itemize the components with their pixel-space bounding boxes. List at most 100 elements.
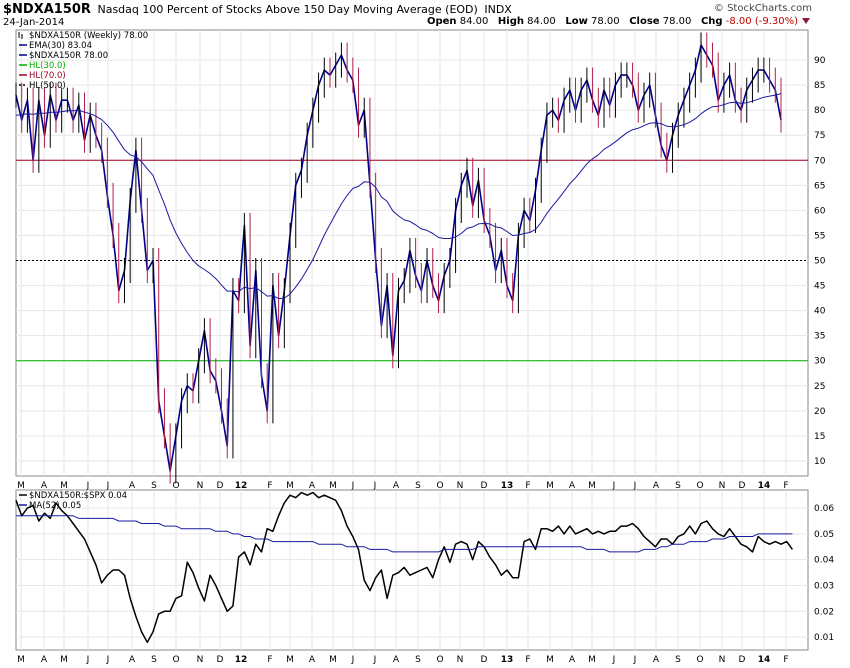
ratio-x-tick-label: A [393,655,400,665]
ratio-series-average [16,515,793,553]
main-legend-entry: HL(50.0) [29,81,66,91]
ratio-y-tick-label: 0.02 [814,607,834,617]
main-x-tick-label: O [172,481,179,491]
ratio-x-tick-label: N [197,655,204,665]
ratio-x-tick-label: 14 [758,655,771,665]
main-y-tick-label: 75 [814,131,825,141]
main-x-tick-label: F [525,481,530,491]
ratio-x-tick-label: J [106,655,110,665]
main-y-tick-label: 40 [814,307,826,317]
down-triangle-icon [802,18,810,24]
main-y-tick-label: 20 [814,407,826,417]
ratio-x-tick-label: O [696,655,703,665]
main-y-tick-label: 25 [814,382,825,392]
ratio-y-tick-label: 0.01 [814,633,834,643]
main-x-tick-label: O [696,481,703,491]
ratio-x-tick-label: S [151,655,157,665]
main-x-tick-label: F [783,481,788,491]
ratio-x-tick-label: J [633,655,637,665]
main-x-tick-label: J [106,481,110,491]
main-x-tick-label: N [719,481,726,491]
quote-summary: Open 84.00 High 84.00 Low 78.00 Close 78… [427,16,810,27]
ratio-x-tick-label: A [569,655,576,665]
main-x-tick-label: A [309,481,316,491]
main-x-tick-label: D [739,481,746,491]
main-y-tick-label: 45 [814,282,825,292]
main-x-tick-label: M [60,481,68,491]
main-legend-entry: $NDXA150R (Weekly) 78.00 [29,31,148,41]
exchange-label: INDX [484,3,512,16]
ratio-x-tick-label: N [719,655,726,665]
main-x-tick-label: 12 [235,481,248,491]
ratio-x-tick-label: F [267,655,272,665]
main-plot-frame [15,29,809,477]
main-series-average [15,93,782,300]
main-y-tick-label: 60 [814,206,826,216]
ratio-x-tick-label: N [457,655,464,665]
symbol-title: $NDXA150R Nasdaq 100 Percent of Stocks A… [3,2,512,17]
lower-panel: 0.01 0.02 0.03 0.04 0.05 0.06 M A M J J A S O N D 12 F M A M… [15,489,834,665]
main-x-tick-label: O [436,481,443,491]
symbol-description: Nasdaq 100 Percent of Stocks Above 150 D… [97,3,478,16]
ratio-x-tick-label: M [17,655,25,665]
main-legend-entry: HL(70.0) [29,71,66,81]
main-y-tick-label: 70 [814,156,826,166]
main-x-tick-label: A [393,481,400,491]
main-x-tick-label: S [151,481,157,491]
ratio-x-tick-label: S [415,655,421,665]
main-x-tick-label: A [569,481,576,491]
ratio-y-tick-label: 0.03 [814,581,834,591]
ratio-x-tick-label: F [783,655,788,665]
main-x-tick-label: J [86,481,90,491]
main-x-tick-label: J [351,481,355,491]
ratio-y-tick-label: 0.06 [814,504,834,514]
ratio-x-tick-label: J [351,655,355,665]
ratio-y-tick-label: 0.05 [814,530,834,540]
main-y-tick-label: 80 [814,106,826,116]
ratio-x-tick-label: D [217,655,224,665]
ratio-x-tick-label: D [481,655,488,665]
ratio-x-tick-label: 12 [235,655,248,665]
ratio-x-tick-label: A [129,655,136,665]
main-y-tick-label: 85 [814,81,825,91]
main-x-tick-label: A [129,481,136,491]
chart-header: $NDXA150R Nasdaq 100 Percent of Stocks A… [0,0,850,30]
main-y-tick-label: 35 [814,332,825,342]
ratio-x-tick-label: M [60,655,68,665]
main-x-tick-label: A [653,481,660,491]
main-x-tick-label: N [457,481,464,491]
ratio-series-price [15,491,794,644]
ratio-x-tick-label: F [525,655,530,665]
main-panel: 10 15 20 25 30 35 40 45 50 55 60 65 70 75 80 85 90 M A M J J A… [15,29,826,491]
main-x-tick-label: J [612,481,616,491]
main-x-tick-label: S [675,481,681,491]
ratio-x-tick-label: M [588,655,596,665]
main-x-tick-label: M [329,481,337,491]
ratio-x-tick-label: O [172,655,179,665]
stockcharts-brand[interactable]: © StockCharts.com [713,3,812,14]
main-y-tick-label: 65 [814,181,825,191]
main-x-tick-label: J [373,481,377,491]
main-x-tick-label: S [415,481,421,491]
main-x-tick-label: D [217,481,224,491]
main-y-tick-label: 90 [814,56,826,66]
main-x-tick-label: J [633,481,637,491]
main-x-tick-label: M [546,481,554,491]
ratio-x-tick-label: S [675,655,681,665]
ratio-x-tick-label: O [436,655,443,665]
ratio-x-tick-label: D [739,655,746,665]
ratio-x-tick-label: M [546,655,554,665]
main-x-tick-label: M [17,481,25,491]
ratio-x-tick-label: J [86,655,90,665]
main-y-tick-label: 50 [814,257,826,267]
main-x-tick-label: A [41,481,48,491]
main-x-tick-label: 13 [501,481,514,491]
main-y-tick-label: 15 [814,432,825,442]
ratio-plot-frame [15,489,809,651]
ratio-x-tick-label: 13 [501,655,514,665]
main-legend-entry: $NDXA150R 78.00 [29,51,108,61]
main-x-tick-label: D [481,481,488,491]
ratio-x-tick-label: J [612,655,616,665]
main-x-tick-label: M [588,481,596,491]
